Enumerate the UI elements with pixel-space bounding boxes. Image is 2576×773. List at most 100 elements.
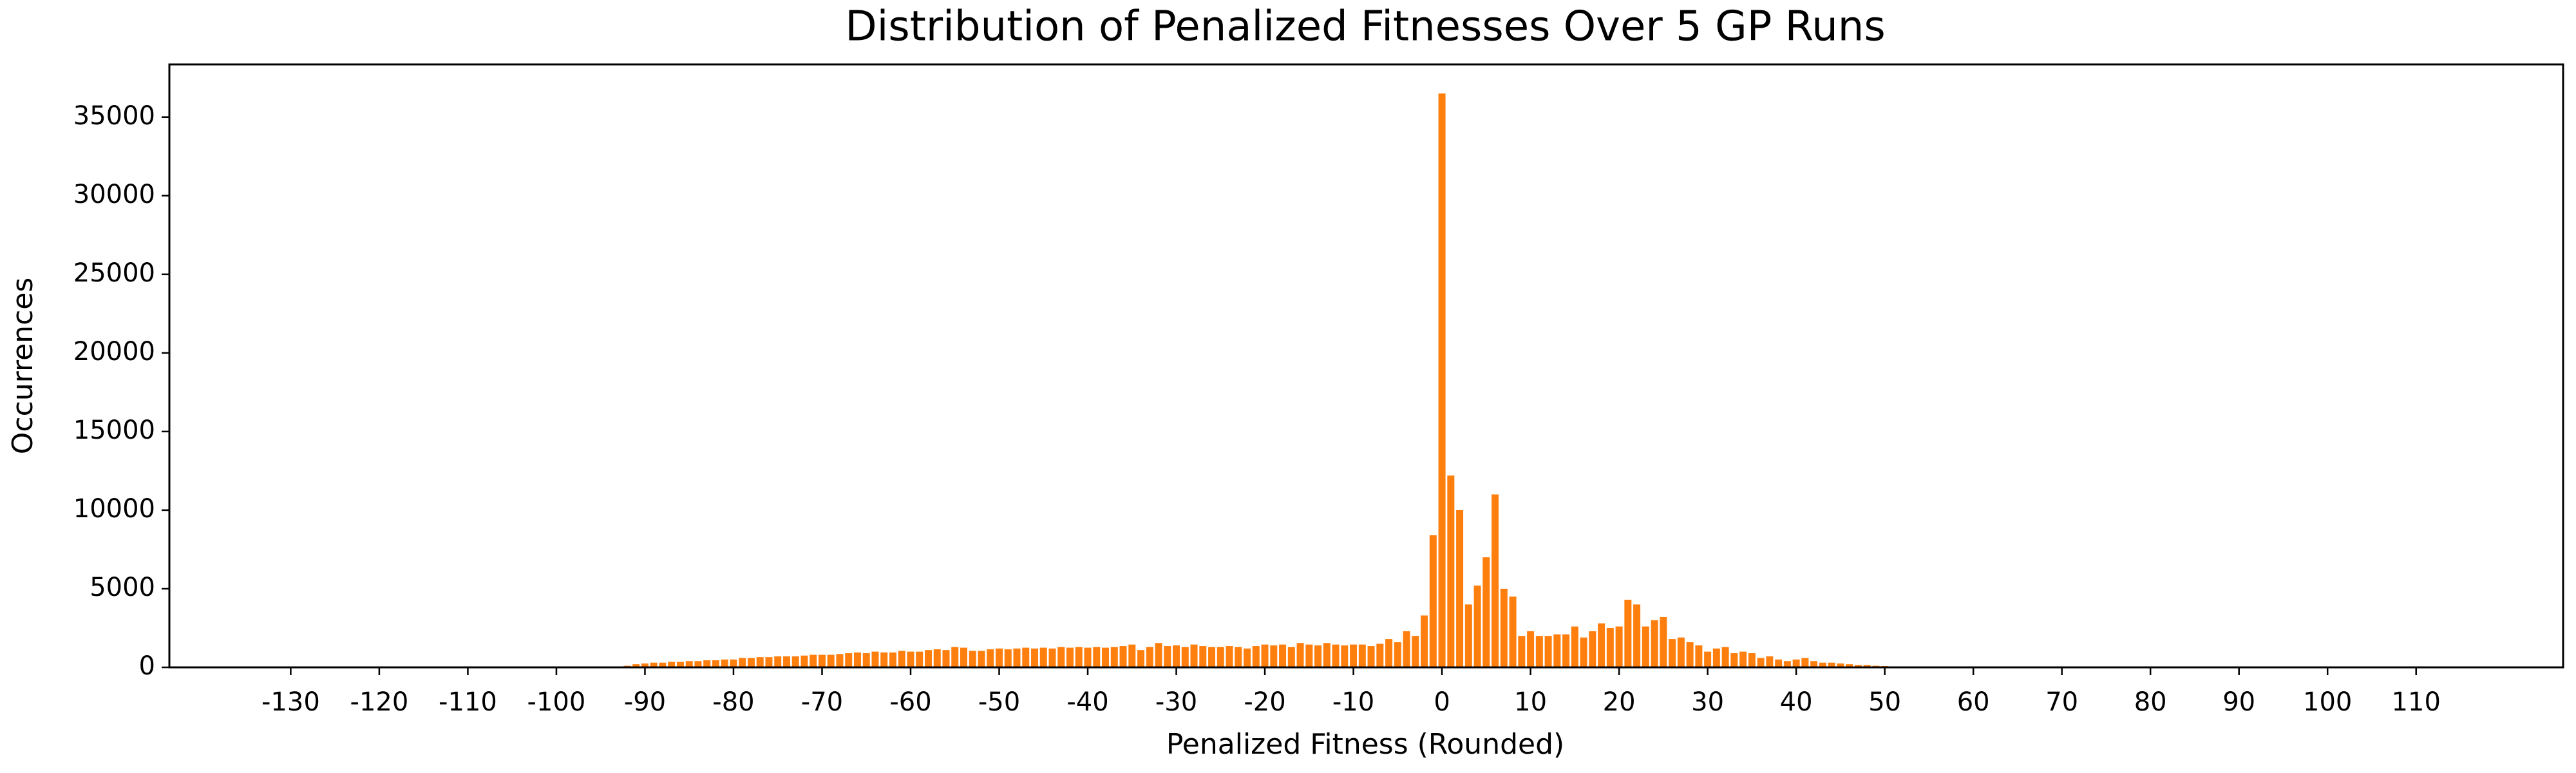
bar (1429, 535, 1437, 667)
bar (1093, 647, 1101, 667)
bar (1721, 647, 1729, 667)
x-tick-label: 90 (2222, 687, 2255, 717)
bar (1500, 588, 1508, 667)
x-tick-label: -40 (1066, 687, 1108, 717)
bar (1296, 643, 1304, 667)
bar (1137, 650, 1145, 667)
bar (836, 654, 844, 667)
bar (1571, 626, 1578, 667)
bar (1305, 644, 1313, 667)
bar (1261, 644, 1269, 667)
x-tick-label: -20 (1244, 687, 1285, 717)
x-tick-label: -90 (624, 687, 666, 717)
bar (1173, 645, 1180, 667)
x-tick-label: -30 (1155, 687, 1197, 717)
bar (1562, 634, 1570, 667)
bar (1110, 647, 1118, 667)
bar (668, 662, 676, 667)
bar (942, 650, 950, 667)
bar (1031, 648, 1039, 667)
bar (996, 648, 1003, 667)
x-tick-label: 10 (1514, 687, 1547, 717)
bar (1704, 651, 1712, 667)
bar (1332, 644, 1340, 667)
x-tick-label: -60 (889, 687, 931, 717)
bar (1022, 647, 1030, 667)
bar (898, 651, 905, 667)
x-tick-label: 60 (1957, 687, 1990, 717)
bar (1385, 639, 1393, 667)
bar (1155, 643, 1162, 667)
bar (1633, 604, 1641, 667)
x-tick-label: 100 (2303, 687, 2352, 717)
bar (1217, 647, 1224, 667)
bar (924, 650, 932, 667)
y-tick-label: 5000 (90, 573, 155, 602)
bar (1039, 647, 1047, 667)
bar (960, 647, 967, 667)
bar (951, 647, 959, 667)
bar (1102, 647, 1110, 667)
bar (1066, 647, 1074, 667)
bar (889, 652, 896, 667)
x-tick-label: 0 (1434, 687, 1450, 717)
bar (1509, 596, 1517, 667)
y-tick-label: 10000 (73, 494, 155, 524)
bar (747, 658, 755, 667)
bar (765, 657, 773, 667)
bar (1438, 93, 1446, 668)
bar (1589, 631, 1596, 667)
bar (1730, 653, 1738, 667)
bar (1544, 636, 1552, 667)
bar (1376, 644, 1384, 667)
bar (1810, 661, 1818, 667)
bar (1527, 631, 1535, 667)
bar (1606, 627, 1614, 667)
bar (1456, 510, 1464, 667)
bar (1057, 647, 1065, 667)
bar (818, 654, 826, 667)
bar (1119, 646, 1127, 667)
y-tick-label: 0 (139, 651, 155, 681)
x-tick-label: -10 (1332, 687, 1374, 717)
bar (1846, 664, 1853, 667)
bar (1819, 662, 1826, 667)
bar (1783, 661, 1791, 667)
bar (1181, 647, 1189, 667)
bar (721, 659, 728, 667)
x-tick-label: 110 (2392, 687, 2441, 717)
x-tick-label: -130 (261, 687, 320, 717)
bar (1004, 649, 1012, 667)
y-tick-label: 30000 (73, 180, 155, 209)
bar (1492, 494, 1499, 667)
x-tick-label: 20 (1603, 687, 1636, 717)
bar (1686, 642, 1694, 667)
bar (1208, 647, 1216, 667)
bar (907, 651, 914, 667)
x-tick-label: -100 (527, 687, 586, 717)
bar (880, 652, 888, 667)
bar (862, 653, 870, 667)
bar (871, 651, 879, 667)
bar (1464, 604, 1472, 667)
x-axis-label: Penalized Fitness (Rounded) (1166, 728, 1564, 761)
bar (1615, 626, 1623, 667)
bar (756, 657, 764, 667)
bar (659, 662, 667, 667)
bar (1367, 646, 1375, 667)
chart-title: Distribution of Penalized Fitnesses Over… (845, 3, 1885, 51)
bar (1244, 648, 1251, 667)
bar (1421, 615, 1428, 667)
bar (1128, 644, 1136, 667)
bar (1412, 636, 1419, 667)
bar (1358, 644, 1366, 667)
bar (1863, 665, 1871, 667)
x-tick-label: -50 (978, 687, 1020, 717)
bar (1766, 656, 1774, 667)
x-tick-label: -120 (350, 687, 409, 717)
bar (730, 659, 737, 667)
x-tick-label: 70 (2045, 687, 2078, 717)
bar (632, 664, 640, 667)
bar (978, 651, 985, 667)
